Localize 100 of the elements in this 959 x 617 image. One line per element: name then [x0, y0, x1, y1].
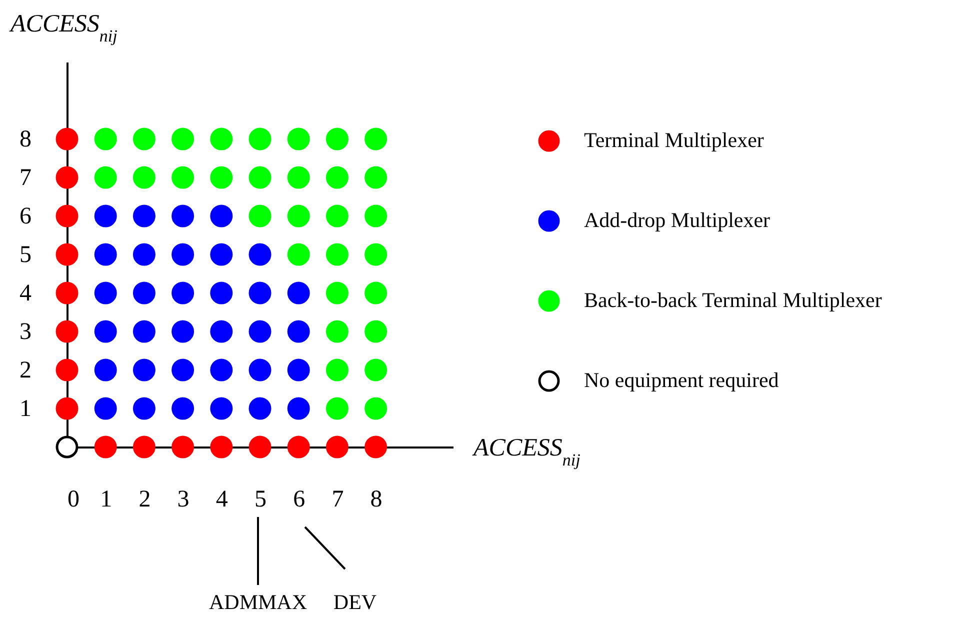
point: [287, 436, 310, 458]
x-tick-label: 4: [216, 486, 228, 512]
point: [364, 243, 388, 266]
point: [172, 166, 194, 189]
point: [248, 282, 272, 304]
point: [364, 204, 388, 228]
point: [94, 320, 117, 343]
point: [364, 436, 388, 458]
legend-label: Back-to-back Terminal Multiplexer: [584, 288, 882, 312]
point: [172, 204, 194, 228]
point: [287, 358, 310, 382]
point: [132, 320, 156, 343]
point: [56, 204, 78, 228]
point: [326, 166, 348, 189]
point: [248, 436, 272, 458]
x-tick-label: 0: [68, 486, 80, 512]
point: [210, 436, 233, 458]
point: [248, 243, 272, 266]
point: [210, 166, 233, 189]
point: [287, 243, 310, 266]
point: [132, 204, 156, 228]
point: [326, 243, 348, 266]
point: [248, 204, 272, 228]
point: [56, 243, 78, 266]
point: [56, 320, 78, 343]
legend-label: No equipment required: [584, 368, 780, 392]
point: [132, 358, 156, 382]
x-tick-label: 1: [100, 486, 112, 512]
point: [210, 243, 233, 266]
y-tick-label: 5: [20, 242, 32, 268]
point: [172, 358, 194, 382]
point: [364, 128, 388, 150]
point: [248, 320, 272, 343]
text: ADMMAX: [208, 590, 308, 614]
point: [132, 243, 156, 266]
legend-label: Terminal Multiplexer: [584, 128, 764, 152]
point: [210, 204, 233, 228]
point: [326, 128, 348, 150]
x-axis-title: ACCESS$_{nij}$: [472, 434, 581, 469]
point: [326, 397, 348, 420]
point: [132, 282, 156, 304]
point: [94, 397, 117, 420]
y-tick-label: 3: [20, 319, 32, 345]
point: [248, 128, 272, 150]
point: [56, 128, 78, 150]
point: [56, 282, 78, 304]
point: [172, 397, 194, 420]
point: [248, 358, 272, 382]
point: [56, 436, 78, 458]
point: [287, 397, 310, 420]
point: [132, 128, 156, 150]
point: [326, 436, 348, 458]
point: [210, 282, 233, 304]
point: [364, 358, 388, 382]
point: [94, 128, 117, 150]
y-tick-label: 2: [20, 358, 32, 384]
point: [210, 320, 233, 343]
legend-label: Add-drop Multiplexer: [584, 208, 770, 232]
point: [172, 128, 194, 150]
point: [132, 166, 156, 189]
point: [287, 166, 310, 189]
x-tick-label: 7: [332, 486, 344, 512]
x-tick-label: 5: [254, 486, 266, 512]
point: [94, 282, 117, 304]
point: [287, 282, 310, 304]
point: [287, 128, 310, 150]
point: [94, 243, 117, 266]
y-tick-label: 4: [20, 280, 32, 306]
point: [172, 436, 194, 458]
x-tick-label: 3: [177, 486, 190, 512]
y-tick-label: 8: [20, 126, 32, 152]
text: DEV: [333, 590, 377, 614]
point: [56, 166, 78, 189]
point: [287, 320, 310, 343]
y-tick-label: 1: [20, 396, 32, 422]
y-tick-label: 6: [20, 204, 32, 230]
point: [56, 358, 78, 382]
point: [132, 436, 156, 458]
point: [172, 243, 194, 266]
point: [210, 397, 233, 420]
point: [326, 282, 348, 304]
point: [94, 436, 117, 458]
point: [172, 320, 194, 343]
x-tick-label: 2: [138, 486, 151, 512]
x-tick-label: 6: [293, 486, 306, 512]
point: [326, 204, 348, 228]
point: [287, 204, 310, 228]
point: [364, 166, 388, 189]
point: [56, 397, 78, 420]
point: [248, 166, 272, 189]
point: [326, 358, 348, 382]
point: [364, 397, 388, 420]
point: [326, 320, 348, 343]
point: [364, 320, 388, 343]
x-tick-label: 8: [370, 486, 382, 512]
y-tick-label: 7: [20, 165, 32, 191]
point: [210, 128, 233, 150]
point: [94, 358, 117, 382]
y-axis-title: ACCESS$_{nij}$: [8, 10, 118, 45]
point: [210, 358, 233, 382]
